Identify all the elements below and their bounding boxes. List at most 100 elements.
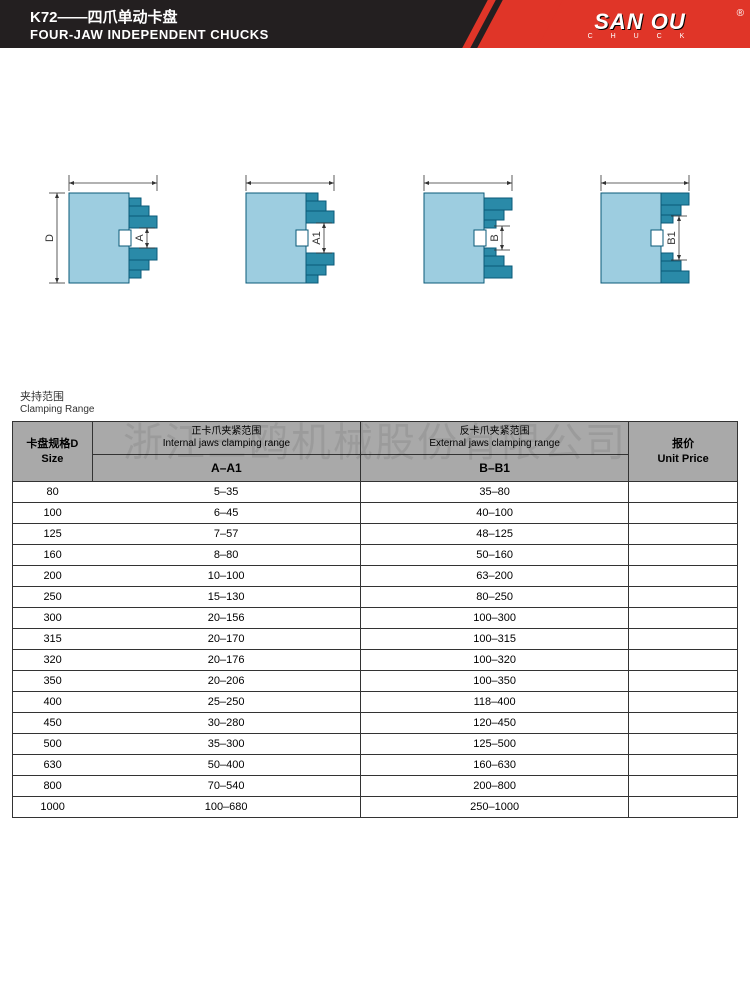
table-row: 45030–280120–450 [13, 713, 738, 734]
cell-a: 20–156 [92, 608, 360, 629]
registered-mark: ® [737, 8, 744, 19]
svg-text:A1: A1 [311, 231, 323, 244]
diagram-a1: A1 [216, 168, 356, 308]
section-label-en: Clamping Range [20, 404, 730, 415]
section-label-cn: 夹持范围 [20, 388, 730, 404]
cell-b: 120–450 [361, 713, 629, 734]
header-price: 报价 Unit Price [629, 422, 738, 482]
cell-a: 30–280 [92, 713, 360, 734]
cell-size: 500 [13, 734, 93, 755]
table-row: 30020–156100–300 [13, 608, 738, 629]
cell-b: 118–400 [361, 692, 629, 713]
cell-b: 125–500 [361, 734, 629, 755]
cell-size: 250 [13, 587, 93, 608]
cell-b: 80–250 [361, 587, 629, 608]
cell-p [629, 713, 738, 734]
cell-a: 6–45 [92, 503, 360, 524]
diagram-b1: B1 [571, 168, 711, 308]
header-size-cn: 卡盘规格D [26, 438, 78, 450]
spec-table: 卡盘规格D Size 正卡爪夹紧范围 Internal jaws clampin… [12, 421, 738, 818]
cell-b: 35–80 [361, 482, 629, 503]
header-size-en: Size [41, 453, 63, 465]
table-row: 20010–10063–200 [13, 566, 738, 587]
header-a-code: A–A1 [92, 455, 360, 482]
brand-block: ® SAN OU C H U C K [530, 0, 750, 48]
cell-b: 63–200 [361, 566, 629, 587]
header-internal-en: Internal jaws clamping range [163, 438, 290, 449]
cell-b: 50–160 [361, 545, 629, 566]
cell-size: 320 [13, 650, 93, 671]
header-price-en: Unit Price [657, 453, 708, 465]
model-code: K72——四爪单动卡盘 [30, 6, 269, 27]
header-internal: 正卡爪夹紧范围 Internal jaws clamping range [92, 422, 360, 455]
header-title-block: K72——四爪单动卡盘 FOUR-JAW INDEPENDENT CHUCKS [0, 6, 269, 42]
table-row: 63050–400160–630 [13, 755, 738, 776]
cell-size: 125 [13, 524, 93, 545]
cell-b: 100–350 [361, 671, 629, 692]
cell-b: 100–320 [361, 650, 629, 671]
header-internal-cn: 正卡爪夹紧范围 [191, 426, 261, 437]
brand-name: SAN OU [594, 9, 686, 35]
table-row: 80070–540200–800 [13, 776, 738, 797]
cell-a: 35–300 [92, 734, 360, 755]
cell-b: 200–800 [361, 776, 629, 797]
header-price-cn: 报价 [672, 438, 694, 450]
cell-size: 800 [13, 776, 93, 797]
cell-a: 10–100 [92, 566, 360, 587]
table-row: 1257–5748–125 [13, 524, 738, 545]
cell-p [629, 692, 738, 713]
table-row: 35020–206100–350 [13, 671, 738, 692]
cell-a: 50–400 [92, 755, 360, 776]
cell-b: 48–125 [361, 524, 629, 545]
table-row: 40025–250118–400 [13, 692, 738, 713]
cell-p [629, 671, 738, 692]
cell-b: 40–100 [361, 503, 629, 524]
svg-text:B: B [489, 234, 501, 241]
table-row: 1608–8050–160 [13, 545, 738, 566]
svg-text:D: D [44, 234, 56, 242]
table-row: 25015–13080–250 [13, 587, 738, 608]
cell-size: 160 [13, 545, 93, 566]
header-external-cn: 反卡爪夹紧范围 [460, 426, 530, 437]
cell-p [629, 755, 738, 776]
cell-a: 20–206 [92, 671, 360, 692]
cell-size: 100 [13, 503, 93, 524]
cell-size: 300 [13, 608, 93, 629]
table-row: 1000100–680250–1000 [13, 797, 738, 818]
cell-a: 100–680 [92, 797, 360, 818]
cell-size: 80 [13, 482, 93, 503]
cell-p [629, 587, 738, 608]
cell-size: 450 [13, 713, 93, 734]
cell-a: 7–57 [92, 524, 360, 545]
cell-p [629, 797, 738, 818]
table-row: 805–3535–80 [13, 482, 738, 503]
cell-p [629, 545, 738, 566]
cell-size: 200 [13, 566, 93, 587]
header-external: 反卡爪夹紧范围 External jaws clamping range [361, 422, 629, 455]
product-subtitle: FOUR-JAW INDEPENDENT CHUCKS [30, 27, 269, 42]
section-label: 夹持范围 Clamping Range [0, 388, 750, 415]
table-row: 50035–300125–500 [13, 734, 738, 755]
cell-a: 5–35 [92, 482, 360, 503]
page-header: K72——四爪单动卡盘 FOUR-JAW INDEPENDENT CHUCKS … [0, 0, 750, 48]
cell-a: 20–176 [92, 650, 360, 671]
cell-a: 20–170 [92, 629, 360, 650]
spec-table-wrap: 卡盘规格D Size 正卡爪夹紧范围 Internal jaws clampin… [0, 415, 750, 818]
cell-b: 100–300 [361, 608, 629, 629]
table-header: 卡盘规格D Size 正卡爪夹紧范围 Internal jaws clampin… [13, 422, 738, 482]
cell-size: 400 [13, 692, 93, 713]
cell-a: 25–250 [92, 692, 360, 713]
cell-size: 630 [13, 755, 93, 776]
svg-text:A: A [134, 234, 146, 242]
chuck-diagrams: D A A1 B [0, 48, 750, 348]
cell-a: 70–540 [92, 776, 360, 797]
cell-p [629, 734, 738, 755]
table-row: 32020–176100–320 [13, 650, 738, 671]
cell-b: 100–315 [361, 629, 629, 650]
cell-size: 315 [13, 629, 93, 650]
diagram-a: D A [39, 168, 179, 308]
cell-p [629, 650, 738, 671]
cell-p [629, 608, 738, 629]
cell-p [629, 629, 738, 650]
cell-b: 160–630 [361, 755, 629, 776]
